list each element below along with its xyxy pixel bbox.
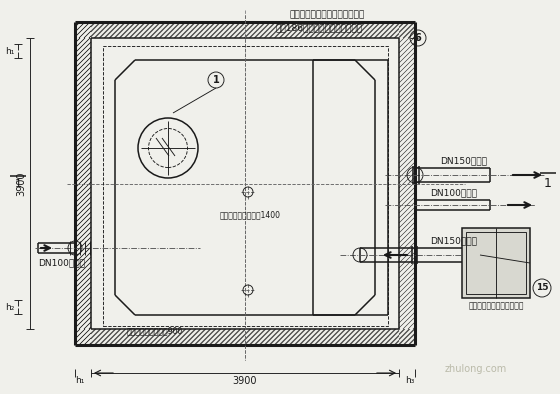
Bar — [462, 228, 530, 298]
Text: 通风管，高出覆土面1400: 通风管，高出覆土面1400 — [220, 210, 281, 219]
Text: h₁: h₁ — [75, 376, 85, 385]
Text: 3900: 3900 — [16, 171, 26, 196]
Text: h₂: h₂ — [5, 303, 15, 312]
Text: 通风管，高出覆土面900: 通风管，高出覆土面900 — [127, 326, 183, 335]
Bar — [103, 46, 388, 326]
Text: 1: 1 — [213, 75, 220, 85]
Text: h₃: h₃ — [405, 376, 415, 385]
Text: 6: 6 — [414, 33, 421, 43]
Text: 3900: 3900 — [233, 376, 257, 386]
Text: DN100进水管: DN100进水管 — [38, 258, 85, 267]
Text: 15: 15 — [536, 284, 548, 292]
Text: 见第186页，安装要求详见总说明: 见第186页，安装要求详见总说明 — [276, 23, 363, 32]
Text: 尺寸根据工程具体情况决定: 尺寸根据工程具体情况决定 — [468, 301, 524, 310]
Text: zhulong.com: zhulong.com — [445, 364, 507, 374]
Text: DN150溢水管: DN150溢水管 — [430, 236, 477, 245]
Text: 1: 1 — [544, 177, 552, 190]
Text: DN150出水管: DN150出水管 — [440, 156, 487, 165]
Bar — [466, 232, 526, 294]
Text: h₁: h₁ — [5, 46, 15, 56]
Text: 顶板预留水位传示装置孔，做法: 顶板预留水位传示装置孔，做法 — [290, 10, 365, 19]
Text: DN100滤水管: DN100滤水管 — [430, 188, 477, 197]
Text: 1: 1 — [15, 178, 21, 188]
